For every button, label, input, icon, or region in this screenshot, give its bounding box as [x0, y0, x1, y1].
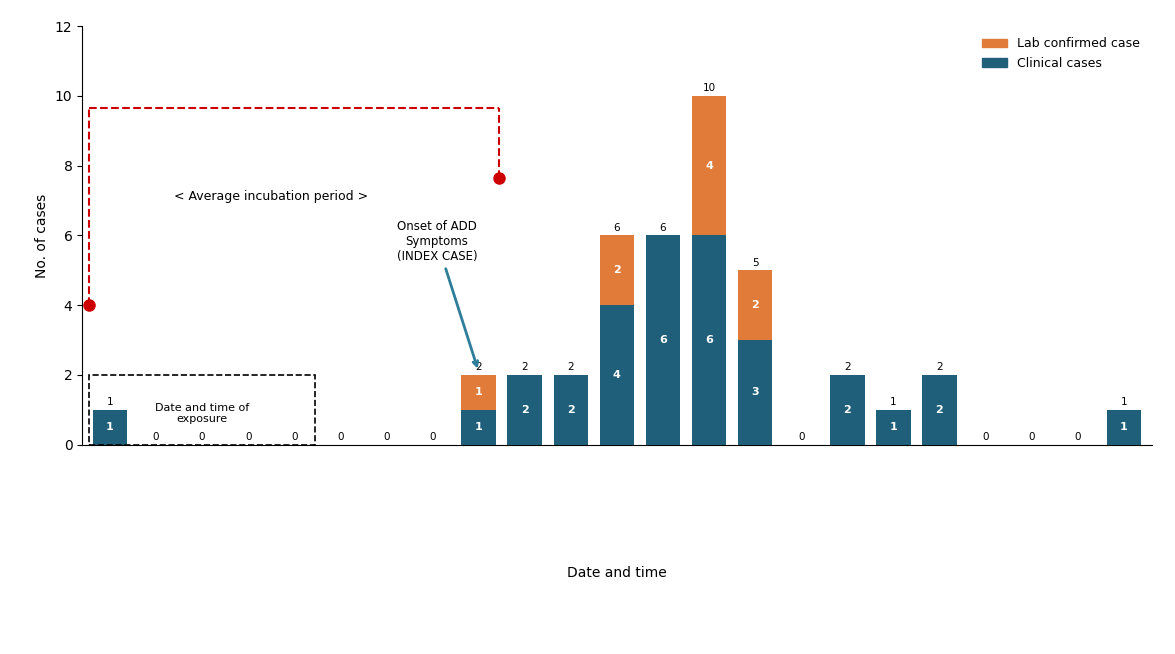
Text: 1: 1	[1120, 422, 1128, 432]
Text: 0: 0	[383, 432, 390, 442]
Bar	[553, 375, 588, 445]
Text: 2: 2	[751, 300, 759, 310]
Text: 2: 2	[566, 405, 575, 415]
Text: 2: 2	[476, 362, 482, 372]
Text: 4: 4	[705, 161, 713, 171]
Text: < Average incubation period >: < Average incubation period >	[174, 190, 368, 203]
Text: Onset of ADD
Symptoms
(INDEX CASE): Onset of ADD Symptoms (INDEX CASE)	[397, 220, 477, 366]
Text: 0: 0	[1074, 432, 1081, 442]
Bar	[922, 375, 956, 445]
Text: 0: 0	[153, 432, 160, 442]
Text: 2: 2	[844, 362, 851, 372]
Text: 2: 2	[935, 405, 944, 415]
Text: 6: 6	[659, 222, 666, 233]
Text: 3: 3	[751, 387, 759, 398]
Text: 0: 0	[1028, 432, 1035, 442]
Text: 6: 6	[659, 335, 667, 345]
Bar	[1107, 410, 1141, 445]
Legend: Lab confirmed case, Clinical cases: Lab confirmed case, Clinical cases	[978, 33, 1146, 75]
Bar	[599, 235, 634, 305]
Bar	[462, 375, 496, 410]
Bar	[93, 410, 127, 445]
Text: 4: 4	[613, 370, 620, 380]
Text: 2: 2	[844, 405, 851, 415]
X-axis label: Date and time: Date and time	[568, 566, 666, 579]
Bar	[877, 410, 911, 445]
Bar	[462, 410, 496, 445]
Text: 10: 10	[703, 83, 716, 93]
Bar	[692, 235, 726, 445]
Bar	[738, 340, 772, 445]
Text: 0: 0	[244, 432, 251, 442]
Bar	[508, 375, 542, 445]
Text: 2: 2	[522, 362, 528, 372]
Bar	[738, 270, 772, 340]
Text: 1: 1	[107, 397, 113, 407]
Bar	[646, 235, 680, 445]
Text: Date and time of
exposure: Date and time of exposure	[155, 402, 249, 424]
Text: 0: 0	[429, 432, 436, 442]
Y-axis label: No. of cases: No. of cases	[35, 194, 49, 277]
Text: 1: 1	[889, 422, 898, 432]
Text: 2: 2	[521, 405, 529, 415]
Text: 0: 0	[291, 432, 297, 442]
Text: 2: 2	[568, 362, 575, 372]
Text: 1: 1	[1121, 397, 1127, 407]
Text: 2: 2	[936, 362, 942, 372]
Bar	[89, 375, 315, 445]
Bar	[599, 305, 634, 445]
Text: 5: 5	[752, 258, 758, 267]
Text: 0: 0	[982, 432, 989, 442]
Bar	[692, 96, 726, 235]
Text: 1: 1	[475, 387, 483, 398]
Text: 1: 1	[891, 397, 897, 407]
Text: 0: 0	[798, 432, 805, 442]
Text: 6: 6	[613, 222, 620, 233]
Text: 1: 1	[475, 422, 483, 432]
Text: 2: 2	[613, 266, 620, 275]
Text: 0: 0	[337, 432, 343, 442]
Bar	[830, 375, 865, 445]
Text: 0: 0	[199, 432, 206, 442]
Text: 6: 6	[705, 335, 713, 345]
Text: 1: 1	[106, 422, 114, 432]
